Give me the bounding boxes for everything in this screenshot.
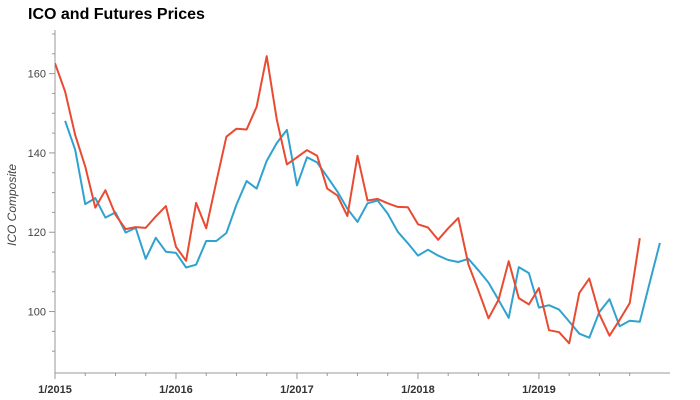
chart-title: ICO and Futures Prices — [28, 6, 205, 23]
y-tick-label: 160 — [28, 69, 46, 81]
series-layer — [55, 55, 661, 345]
x-tick-label: 1/2019 — [522, 384, 556, 396]
x-tick-label: 1/2016 — [159, 384, 193, 396]
x-axis: 1/2015 1/2016 1/2017 1/2018 1/2019 — [38, 372, 670, 396]
y-tick-label: 140 — [28, 148, 46, 160]
x-tick-label: 1/2015 — [38, 384, 72, 396]
x-tick-label: 1/2018 — [401, 384, 435, 396]
ico-composite-line — [64, 120, 661, 339]
x-tick-label: 1/2017 — [280, 384, 314, 396]
y-axis-label: ICO Composite — [5, 164, 19, 246]
futures-price-line — [55, 55, 641, 345]
y-tick-label: 120 — [28, 227, 46, 239]
y-tick-label: 100 — [28, 307, 46, 319]
y-axis: 100 120 140 160 — [28, 30, 56, 373]
